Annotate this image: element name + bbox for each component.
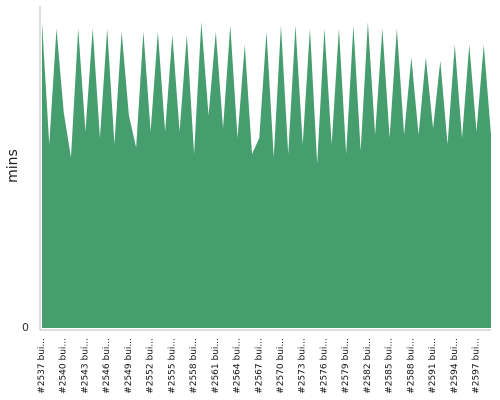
x-tick-label: #2594 bui... [450, 338, 460, 394]
x-tick-label: #2567 bui... [254, 338, 264, 394]
x-tick-label: #2591 bui... [428, 338, 438, 394]
x-tick-label: #2588 bui... [406, 338, 416, 394]
x-tick-label: #2564 bui... [233, 338, 243, 394]
x-tick-label: #2597 bui... [472, 338, 482, 394]
x-tick-label: #2555 bui... [167, 338, 177, 394]
x-tick-label: #2558 bui... [189, 338, 199, 394]
x-tick-label: #2561 bui... [211, 338, 221, 394]
x-tick-label: #2582 bui... [363, 338, 373, 394]
x-tick-label: #2549 bui... [124, 338, 134, 394]
x-tick-label: #2546 bui... [102, 338, 112, 394]
x-tick-labels: #2537 bui... #2540 bui... #2543 bui... #254… [37, 338, 482, 394]
x-tick-label: #2543 bui... [80, 338, 90, 394]
x-tick-label: #2537 bui... [37, 338, 47, 394]
area-path [42, 22, 491, 328]
x-tick-label: #2540 bui... [59, 338, 69, 394]
x-tick-label: #2570 bui... [276, 338, 286, 394]
x-tick-label: #2579 bui... [341, 338, 351, 394]
x-tick-label: #2573 bui... [298, 338, 308, 394]
area-series [42, 22, 491, 328]
x-tick-label: #2576 bui... [319, 338, 329, 394]
x-tick-label: #2585 bui... [385, 338, 395, 394]
y-axis-label: mins [5, 149, 21, 183]
y-tick-label: 0 [22, 321, 29, 334]
x-tick-label: #2552 bui... [146, 338, 156, 394]
